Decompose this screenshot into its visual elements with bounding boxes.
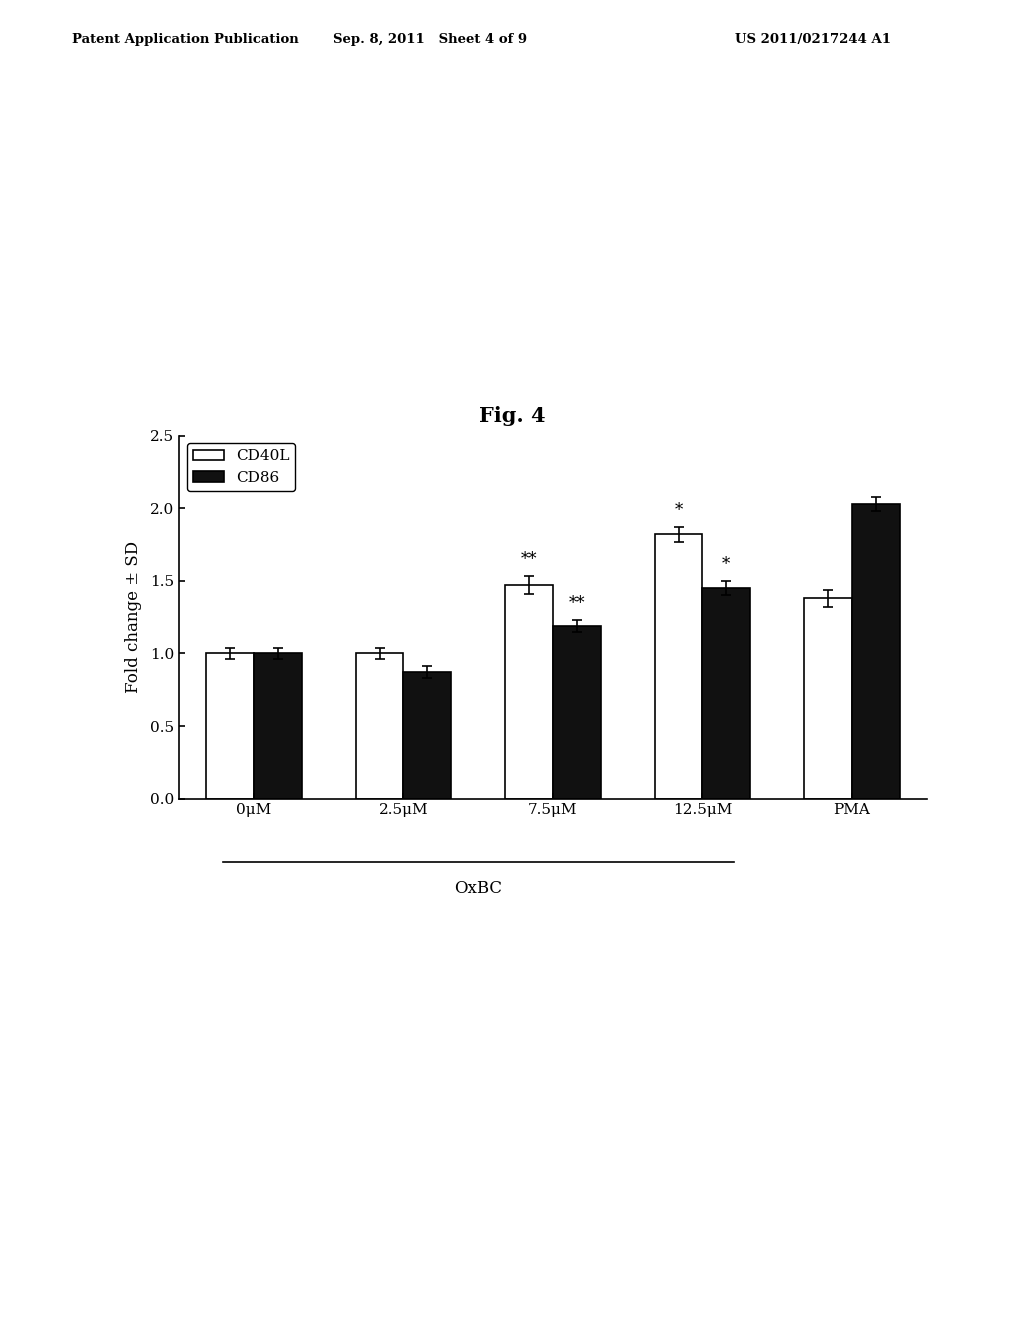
- Bar: [355, 653, 403, 799]
- Text: **: **: [568, 595, 585, 612]
- Text: Fig. 4: Fig. 4: [478, 405, 546, 426]
- Text: *: *: [722, 556, 730, 573]
- Bar: [702, 589, 751, 799]
- Bar: [804, 598, 852, 799]
- Bar: [403, 672, 452, 799]
- Text: OxBC: OxBC: [455, 880, 502, 898]
- Text: *: *: [675, 502, 683, 519]
- Bar: [206, 653, 254, 799]
- Legend: CD40L, CD86: CD40L, CD86: [186, 444, 295, 491]
- Bar: [505, 585, 553, 799]
- Y-axis label: Fold change ± SD: Fold change ± SD: [125, 541, 141, 693]
- Text: US 2011/0217244 A1: US 2011/0217244 A1: [735, 33, 891, 46]
- Bar: [553, 626, 601, 799]
- Bar: [254, 653, 302, 799]
- Bar: [654, 535, 702, 799]
- Text: Patent Application Publication: Patent Application Publication: [72, 33, 298, 46]
- Text: **: **: [521, 552, 538, 569]
- Text: Sep. 8, 2011   Sheet 4 of 9: Sep. 8, 2011 Sheet 4 of 9: [333, 33, 527, 46]
- Bar: [852, 504, 900, 799]
